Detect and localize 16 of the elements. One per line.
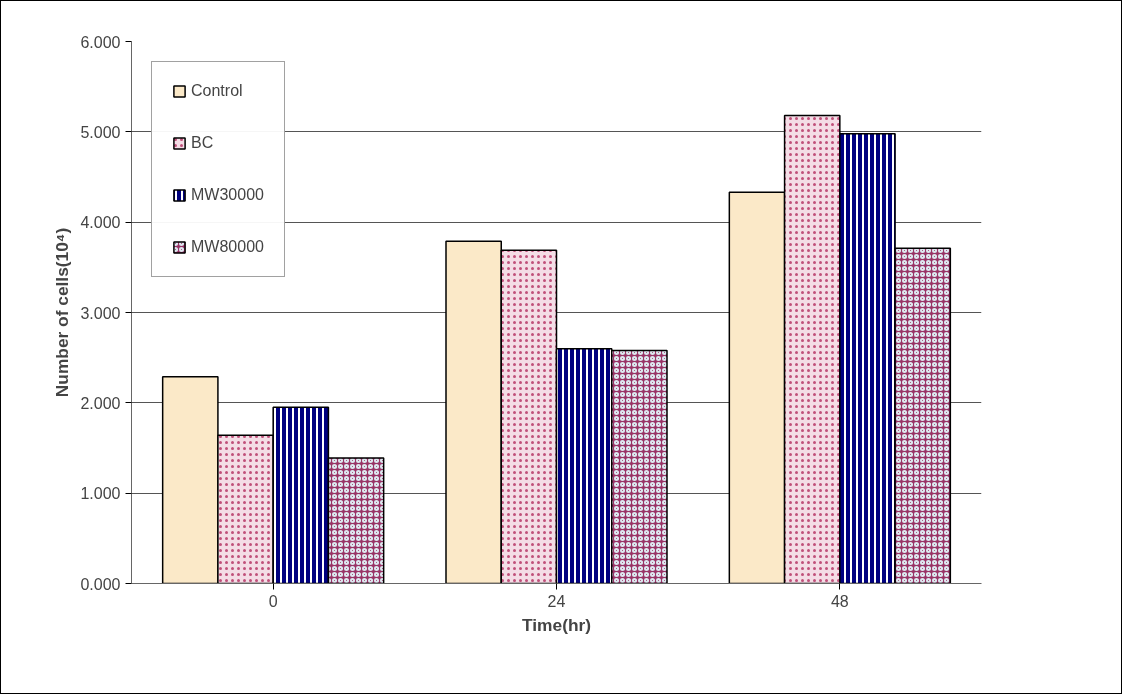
y-tick-label: 4.000 (80, 214, 121, 232)
legend-label: MW30000 (191, 186, 264, 204)
x-tick-label: 0 (268, 592, 278, 610)
y-axis-title: Number of cells(10⁴) (52, 227, 73, 398)
y-tick-label: 1.000 (80, 485, 121, 503)
legend-label: MW80000 (191, 238, 264, 256)
legend-label: BC (191, 134, 214, 152)
y-tick-label: 3.000 (80, 304, 121, 322)
x-tick-label: 24 (547, 592, 566, 610)
y-tick-label: 2.000 (80, 394, 121, 412)
legend-label: Control (191, 82, 243, 100)
y-tick-label: 6.000 (80, 33, 121, 51)
x-tick-label: 48 (830, 592, 849, 610)
y-tick-label: 5.000 (80, 123, 121, 141)
x-axis-title: Time(hr) (522, 614, 591, 635)
y-tick-label: 0.000 (80, 575, 121, 593)
